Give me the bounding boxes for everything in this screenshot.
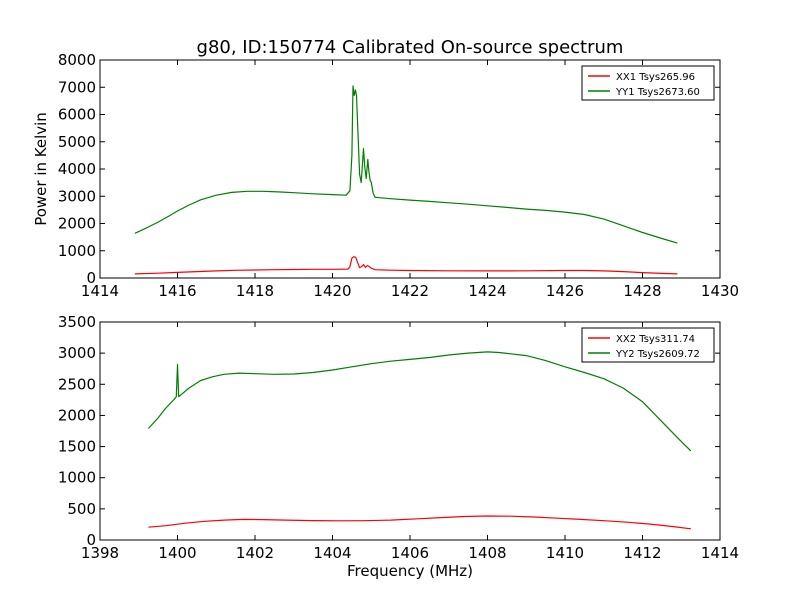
legend: XX1 Tsys265.96 YY1 Tsys2673.60 bbox=[581, 65, 715, 101]
y-tick-label: 0 bbox=[86, 531, 96, 549]
x-tick-label: 1414 bbox=[701, 544, 739, 562]
x-tick-label: 1414 bbox=[81, 282, 119, 300]
y-tick-label: 5000 bbox=[58, 133, 96, 151]
y-tick-label: 1000 bbox=[58, 242, 96, 260]
x-tick-label: 1400 bbox=[158, 544, 196, 562]
y-tick-label: 6000 bbox=[58, 106, 96, 124]
series-line-2 bbox=[134, 85, 678, 244]
legend-label-1: XX1 Tsys265.96 bbox=[616, 72, 695, 83]
y-tick-label: 2500 bbox=[58, 375, 96, 393]
x-tick-label: 1424 bbox=[468, 282, 506, 300]
x-tick-label: 1416 bbox=[158, 282, 196, 300]
legend-box bbox=[581, 327, 715, 363]
y-tick-label: 2000 bbox=[58, 406, 96, 424]
x-tick-label: 1404 bbox=[313, 544, 351, 562]
x-tick-label: 1408 bbox=[468, 544, 506, 562]
legend-label-1: XX2 Tsys311.74 bbox=[616, 334, 695, 345]
x-tick-label: 1402 bbox=[236, 544, 274, 562]
y-tick-label: 4000 bbox=[58, 160, 96, 178]
y-tick-label: 2000 bbox=[58, 215, 96, 233]
y-tick-label: 1500 bbox=[58, 438, 96, 456]
y-axis-label: Power in Kelvin bbox=[32, 112, 50, 226]
legend-label-2: YY1 Tsys2673.60 bbox=[615, 87, 700, 98]
y-tick-label: 3000 bbox=[58, 344, 96, 362]
x-tick-label: 1430 bbox=[701, 282, 739, 300]
series-line-2 bbox=[147, 351, 692, 452]
x-tick-label: 1428 bbox=[623, 282, 661, 300]
x-axis-label: Frequency (MHz) bbox=[347, 562, 473, 580]
x-tick-label: 1398 bbox=[81, 544, 119, 562]
y-tick-label: 0 bbox=[86, 269, 96, 287]
figure-title: g80, ID:150774 Calibrated On-source spec… bbox=[197, 37, 624, 58]
y-tick-label: 3500 bbox=[58, 313, 96, 331]
legend-box bbox=[581, 65, 715, 101]
x-tick-label: 1418 bbox=[236, 282, 274, 300]
top-spectrum-plot: 1414 1416 1418 1420 1422 1424 1426 1428 1430 0 100… bbox=[32, 51, 739, 300]
y-tick-label: 7000 bbox=[58, 78, 96, 96]
legend: XX2 Tsys311.74 YY2 Tsys2609.72 bbox=[581, 327, 715, 363]
x-tick-label: 1410 bbox=[546, 544, 584, 562]
x-tick-label: 1422 bbox=[391, 282, 429, 300]
x-tick-label: 1420 bbox=[313, 282, 351, 300]
y-tick-label: 3000 bbox=[58, 187, 96, 205]
y-tick-label: 500 bbox=[67, 500, 96, 518]
series-line-1 bbox=[134, 256, 678, 275]
y-tick-label: 1000 bbox=[58, 469, 96, 487]
x-tick-label: 1406 bbox=[391, 544, 429, 562]
y-tick-label: 8000 bbox=[58, 51, 96, 69]
series-line-1 bbox=[148, 515, 691, 530]
bottom-spectrum-plot: 1398 1400 1402 1404 1406 1408 1410 1412 1414 0 500… bbox=[58, 313, 739, 580]
legend-label-2: YY2 Tsys2609.72 bbox=[615, 349, 700, 360]
x-tick-label: 1412 bbox=[623, 544, 661, 562]
x-tick-label: 1426 bbox=[546, 282, 584, 300]
